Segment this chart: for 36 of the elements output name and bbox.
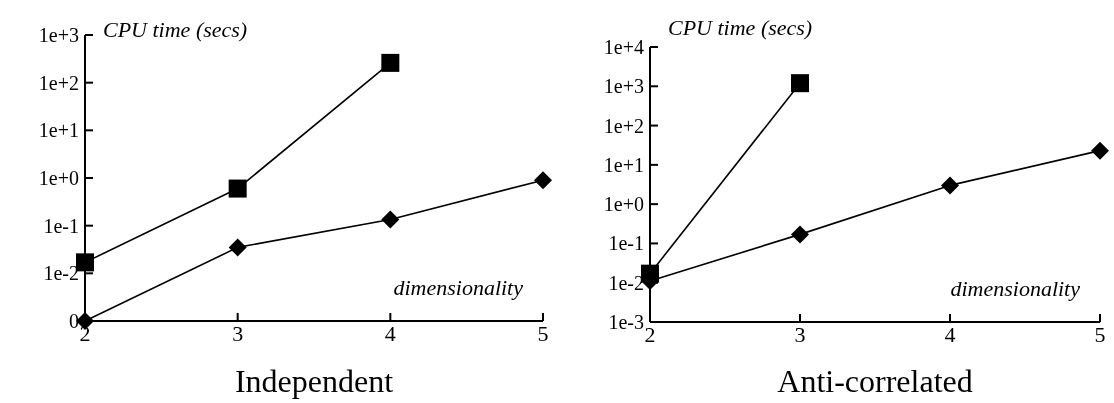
point (381, 210, 400, 229)
y-tick-label: 1e+2 (38, 71, 79, 94)
x-tick-label: 3 (232, 321, 244, 346)
y-tick-label: 1e+3 (603, 75, 644, 98)
point (76, 253, 94, 272)
x-tick-label: 2 (644, 322, 656, 347)
x-axis-title: dimensionality (393, 275, 524, 300)
point (381, 53, 400, 72)
y-tick-label: 1e+2 (603, 114, 644, 137)
y-tick-label: 0 (69, 310, 79, 332)
y-tick-label: 1e-3 (608, 311, 644, 333)
y-tick-label: 1e+1 (603, 153, 644, 176)
point (228, 238, 247, 257)
point (791, 74, 809, 93)
y-tick-label: 1e+1 (38, 119, 79, 142)
y-tick-label: 1e+0 (603, 193, 644, 216)
y-tick-label: 1e+3 (38, 24, 79, 46)
point (941, 176, 959, 195)
point (1091, 141, 1109, 160)
x-tick-label: 5 (537, 321, 549, 346)
point (791, 225, 809, 244)
y-axis-title: CPU time (secs) (103, 17, 248, 42)
x-tick-label: 4 (944, 322, 956, 347)
y-tick-label: 1e+0 (38, 167, 79, 189)
x-axis-title: dimensionality (950, 276, 1081, 301)
text: Anti-correlated (777, 363, 973, 399)
x-tick-label: 4 (384, 321, 396, 346)
x-tick-label: 5 (1094, 322, 1106, 347)
y-tick-label: 1e-1 (43, 214, 79, 237)
point (534, 171, 552, 190)
x-tick-label: 3 (794, 322, 806, 347)
text: Independent (234, 363, 394, 399)
y-axis-title: CPU time (secs) (668, 15, 813, 40)
y-tick-label: 1e+4 (603, 36, 644, 58)
y-tick-label: 1e-1 (608, 232, 644, 255)
point (228, 179, 247, 198)
